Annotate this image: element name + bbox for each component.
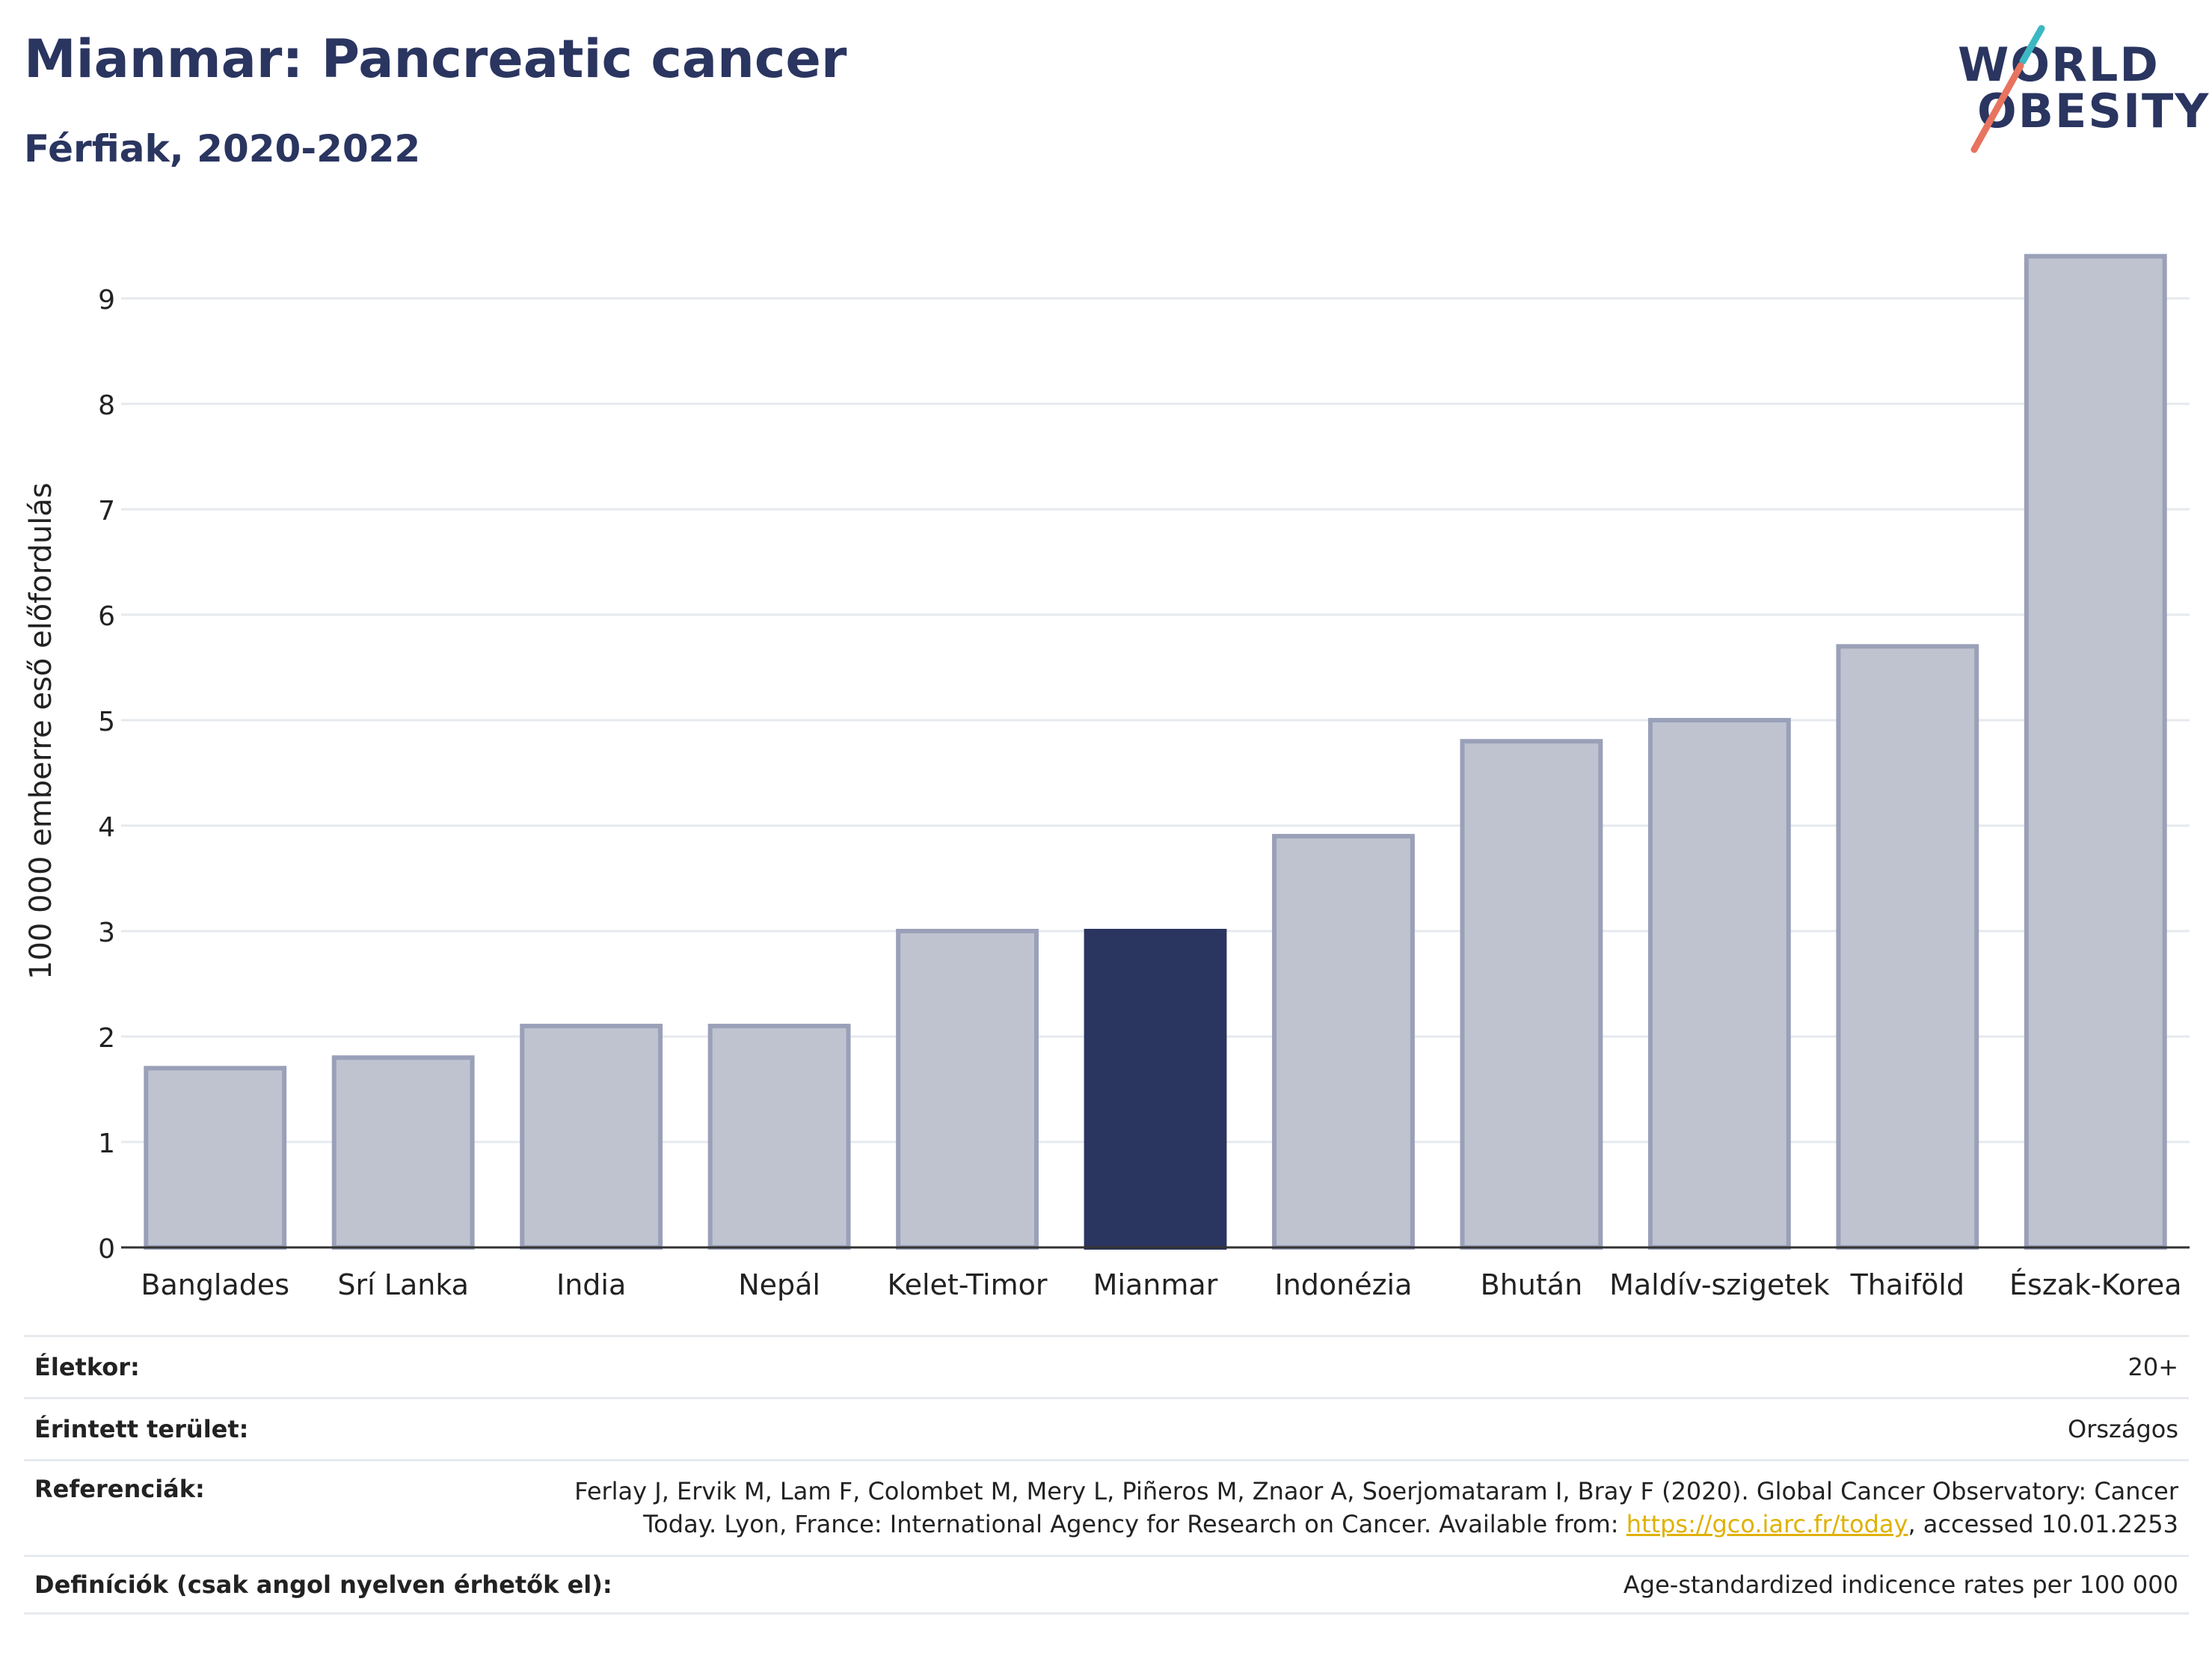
x-tick-label: Mianmar [1093, 1268, 1218, 1301]
meta-key-definitions: Definíciók (csak angol nyelven érhetők e… [34, 1570, 612, 1599]
bar-banglades [144, 1066, 287, 1250]
chart-title: Mianmar: Pancreatic cancer [24, 28, 847, 90]
x-tick-label: India [556, 1268, 626, 1301]
y-tick-label: 5 [98, 707, 115, 737]
bar--szak-korea [2024, 254, 2167, 1250]
x-tick-label: Thaiföld [1850, 1268, 1964, 1301]
bar-nep-l [707, 1023, 851, 1250]
y-tick-label: 2 [98, 1023, 115, 1054]
y-tick-label: 7 [98, 496, 115, 526]
bar-chart: 0 1 2 3 4 5 6 7 8 9 Banglades Srí Lanka India Nepál K… [98, 254, 2190, 1301]
bar-bhut-n [1460, 739, 1603, 1250]
bar-indon-zia [1272, 834, 1415, 1250]
metadata-table: Életkor: 20+ Érintett terület: Országos … [24, 1335, 2189, 1615]
reference-link[interactable]: https://gco.iarc.fr/today [1626, 1510, 1908, 1538]
y-tick-label: 3 [98, 918, 115, 948]
bar-mald-v-szigetek [1647, 718, 1791, 1250]
meta-row-age: Életkor: 20+ [24, 1335, 2189, 1397]
chart-subtitle: Férfiak, 2020-2022 [24, 127, 421, 171]
meta-key-area: Érintett terület: [34, 1415, 249, 1443]
x-tick-label: Banglades [141, 1268, 289, 1301]
reference-line-1: Ferlay J, Ervik M, Lam F, Colombet M, Me… [574, 1477, 2178, 1505]
y-tick-label: 0 [98, 1234, 115, 1265]
x-tick-label: Észak-Korea [2009, 1268, 2182, 1301]
x-tick-label: Kelet-Timor [888, 1268, 1048, 1301]
bar-india [520, 1023, 663, 1250]
meta-key-age: Életkor: [34, 1353, 140, 1381]
meta-value-age: 20+ [2127, 1353, 2178, 1381]
meta-row-definitions: Definíciók (csak angol nyelven érhetők e… [24, 1555, 2189, 1615]
y-tick-label: 8 [98, 390, 115, 421]
x-tick-label: Nepál [738, 1268, 820, 1301]
world-obesity-logo: WORLD OBESITY [1944, 22, 2208, 157]
meta-row-references: Referenciák: Ferlay J, Ervik M, Lam F, C… [24, 1459, 2189, 1555]
bars [144, 254, 2167, 1250]
meta-row-area: Érintett terület: Országos [24, 1397, 2189, 1459]
logo-word-world: WORLD [1958, 37, 2160, 92]
reference-line-2-post: , accessed 10.01.2253 [1908, 1510, 2178, 1538]
y-tick-label: 6 [98, 601, 115, 632]
x-tick-label: Srí Lanka [337, 1268, 469, 1301]
logo-slash-icon [1970, 25, 2045, 153]
meta-value-definitions: Age-standardized indicence rates per 100… [1623, 1570, 2178, 1599]
y-tick-labels: 0 1 2 3 4 5 6 7 8 9 [98, 285, 115, 1265]
y-tick-label: 4 [98, 812, 115, 843]
x-tick-label: Indonézia [1274, 1268, 1412, 1301]
logo-word-obesity: OBESITY [1977, 84, 2211, 138]
x-tick-labels: Banglades Srí Lanka India Nepál Kelet-Timor M… [141, 1268, 2181, 1301]
meta-value-area: Országos [2068, 1415, 2178, 1443]
x-tick-label: Maldív-szigetek [1609, 1268, 1830, 1301]
bar-kelet-timor [896, 929, 1039, 1250]
reference-line-2-pre: Today. Lyon, France: International Agenc… [643, 1510, 1626, 1538]
bar-thaif-ld [1836, 644, 1979, 1250]
x-tick-label: Bhután [1481, 1268, 1583, 1301]
y-tick-label: 9 [98, 285, 115, 316]
bar-mianmar [1084, 929, 1227, 1250]
y-tick-label: 1 [98, 1129, 115, 1159]
bar-sr-lanka [331, 1055, 475, 1250]
meta-value-references: Ferlay J, Ervik M, Lam F, Colombet M, Me… [574, 1475, 2178, 1541]
meta-key-references: Referenciák: [34, 1475, 205, 1503]
